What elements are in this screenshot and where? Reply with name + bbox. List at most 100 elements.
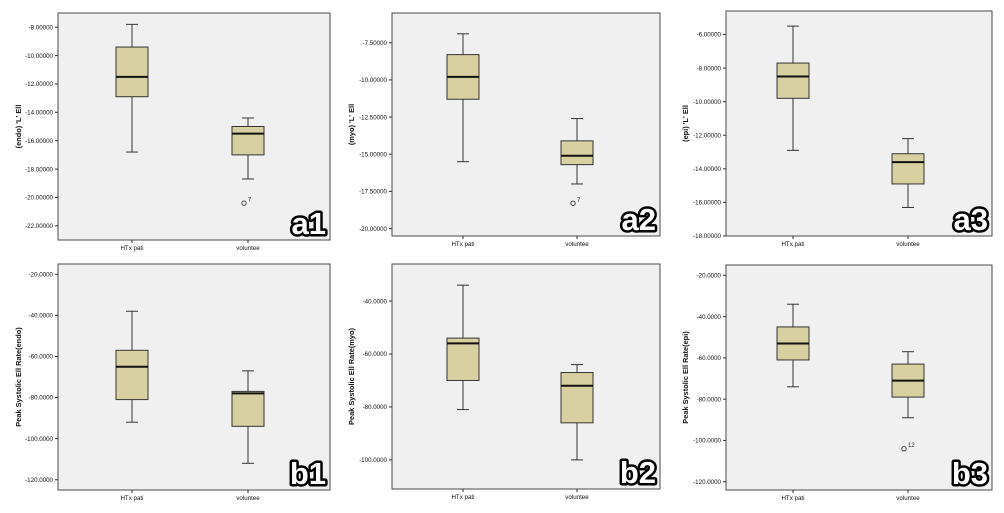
y-tick-label: -80.0000 xyxy=(363,404,388,411)
y-tick-label: -60.0000 xyxy=(29,354,54,361)
outlier-point xyxy=(901,446,907,452)
panel-label: b3 xyxy=(952,456,988,491)
y-tick-label: -18.00000 xyxy=(693,233,721,240)
x-tick-label: voluntee xyxy=(565,241,589,248)
boxplot-voluntee xyxy=(560,364,594,461)
chart-svg: -20.0000 -40.0000 -60.0000 -80.0000 -100.000… xyxy=(14,263,331,502)
x-tick-label: voluntee xyxy=(565,494,589,501)
x-tick-label: voluntee xyxy=(236,495,260,502)
iqr-box xyxy=(891,153,925,185)
y-axis-label: Peak Systolic Ell Rate(endo) xyxy=(14,327,23,427)
iqr-box xyxy=(560,372,594,424)
boxplot-voluntee xyxy=(891,351,925,419)
y-tick-label: -15.00000 xyxy=(359,151,387,158)
y-tick-label: -100.0000 xyxy=(359,457,387,464)
y-tick-label: -10.00000 xyxy=(359,77,387,84)
y-axis-label: Peak Systolic Ell Rate(epi) xyxy=(681,331,690,424)
y-tick-label: -120.0000 xyxy=(693,479,721,486)
outlier-label: 7 xyxy=(248,198,252,204)
y-tick-label: -20.00000 xyxy=(359,226,387,233)
chart-panel-a2: -7.50000 -10.00000 -12.50000 -15.00000 -17.5… xyxy=(333,0,663,248)
x-tick-label: HTx pati xyxy=(781,495,804,502)
chart-panel-a1: -8.00000 -10.00000 -12.00000 -14.00000 -16.0… xyxy=(0,0,331,252)
y-tick-label: -18.00000 xyxy=(25,166,53,173)
x-tick-label: HTx pati xyxy=(781,241,804,248)
chart-panel-b2: -40.0000 -60.0000 -80.0000 -100.0000 Peak Sy… xyxy=(333,258,663,513)
iqr-box xyxy=(231,390,265,427)
y-axis-label: Peak Systolic Ell Rate(myo) xyxy=(347,327,356,424)
y-tick-label: -6.00000 xyxy=(697,32,722,39)
y-tick-label: -8.00000 xyxy=(697,65,722,72)
panel-label: a2 xyxy=(622,202,656,237)
chart-svg: -6.00000 -8.00000 -10.00000 -12.00000 -14.00… xyxy=(681,10,993,248)
y-tick-label: -12.50000 xyxy=(359,114,387,121)
boxplot-htx-pati xyxy=(446,33,480,163)
y-tick-label: -16.00000 xyxy=(25,138,53,145)
y-tick-label: -7.50000 xyxy=(363,40,388,47)
iqr-box xyxy=(115,46,149,98)
y-tick-label: -8.00000 xyxy=(29,24,54,31)
chart-svg: -8.00000 -10.00000 -12.00000 -14.00000 -16.0… xyxy=(14,12,331,252)
y-tick-label: -120.0000 xyxy=(25,477,53,484)
y-tick-label: -12.00000 xyxy=(693,132,721,139)
y-tick-label: -10.00000 xyxy=(25,53,53,60)
y-tick-label: -60.0000 xyxy=(363,351,388,358)
x-tick-label: HTx pati xyxy=(120,495,143,502)
y-axis-label: (epi) 'L' Ell xyxy=(681,105,690,142)
y-tick-label: -100.0000 xyxy=(25,436,53,443)
outlier-point xyxy=(570,200,576,206)
plot-area xyxy=(725,10,993,237)
boxplot-htx-pati xyxy=(776,303,810,388)
x-tick-label: voluntee xyxy=(896,495,920,502)
y-tick-label: -22.00000 xyxy=(25,223,53,230)
panel-label: b1 xyxy=(290,456,326,491)
panel-label: a1 xyxy=(292,206,326,241)
y-axis-label: (myo) 'L' Ell xyxy=(347,104,356,145)
y-tick-label: -80.0000 xyxy=(29,395,54,402)
boxplot-htx-pati xyxy=(776,25,810,151)
outlier-label: 7 xyxy=(577,198,581,204)
boxplot-voluntee xyxy=(231,370,265,464)
outlier-label: 12 xyxy=(908,443,915,449)
chart-svg: -20.0000 -40.0000 -60.0000 -80.0000 -100.000… xyxy=(681,264,993,502)
y-tick-label: -17.50000 xyxy=(359,189,387,196)
x-tick-label: HTx pati xyxy=(451,241,474,248)
y-tick-label: -14.00000 xyxy=(25,110,53,117)
y-tick-label: -100.0000 xyxy=(693,438,721,445)
y-tick-label: -40.0000 xyxy=(29,313,54,320)
x-tick-label: voluntee xyxy=(236,245,260,252)
chart-panel-b3: -20.0000 -40.0000 -60.0000 -80.0000 -100.000… xyxy=(667,258,1004,513)
chart-panel-b1: -20.0000 -40.0000 -60.0000 -80.0000 -100.000… xyxy=(0,258,331,513)
plot-area xyxy=(391,263,661,490)
chart-svg: -7.50000 -10.00000 -12.50000 -15.00000 -17.5… xyxy=(347,12,661,248)
y-tick-label: -60.0000 xyxy=(697,355,722,362)
outlier-point xyxy=(241,200,247,206)
y-tick-label: -20.0000 xyxy=(697,273,722,280)
y-tick-label: -14.00000 xyxy=(693,166,721,173)
panel-label: a3 xyxy=(954,202,988,237)
y-tick-label: -40.0000 xyxy=(363,298,388,305)
y-axis-label: (endo) 'L' Ell xyxy=(14,105,23,149)
boxplot-voluntee xyxy=(231,117,265,180)
y-tick-label: -40.0000 xyxy=(697,314,722,321)
chart-panel-a3: -6.00000 -8.00000 -10.00000 -12.00000 -14.00… xyxy=(667,0,1004,248)
plot-area xyxy=(391,12,661,237)
plot-area xyxy=(725,264,993,491)
iqr-box xyxy=(115,349,149,401)
iqr-box xyxy=(446,337,480,381)
boxplot-voluntee xyxy=(560,118,594,185)
plot-area xyxy=(57,263,331,491)
iqr-box xyxy=(560,140,594,166)
x-tick-label: HTx pati xyxy=(451,494,474,501)
iqr-box xyxy=(776,62,810,99)
boxplot-voluntee xyxy=(891,138,925,208)
boxplot-htx-pati xyxy=(446,284,480,411)
boxplot-htx-pati xyxy=(115,310,149,423)
iqr-box xyxy=(231,126,265,156)
boxplot-htx-pati xyxy=(115,23,149,153)
plot-area xyxy=(57,12,331,241)
y-tick-label: -20.00000 xyxy=(25,195,53,202)
x-tick-label: HTx pati xyxy=(120,245,143,252)
y-tick-label: -10.00000 xyxy=(693,99,721,106)
panel-label: b2 xyxy=(620,455,656,490)
